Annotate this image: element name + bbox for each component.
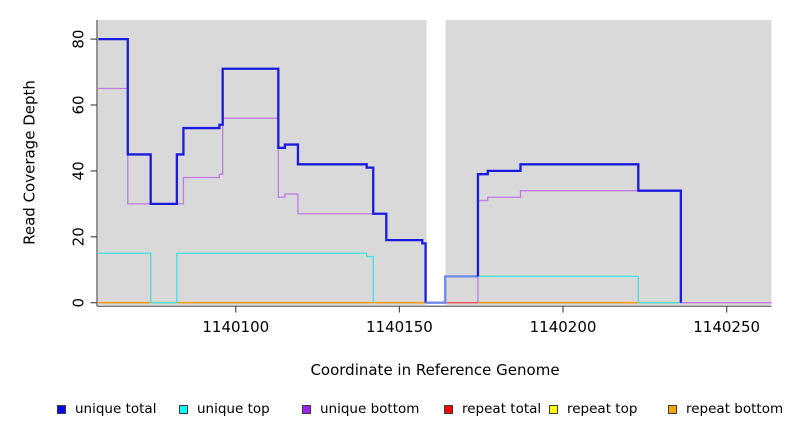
legend-swatch-unique-bottom	[302, 404, 311, 414]
series-line-unique-total	[98, 37, 427, 303]
series-line-unique-top	[445, 275, 681, 304]
legend-item-unique-bottom: unique bottom	[302, 401, 419, 417]
legend-label: repeat bottom	[686, 401, 784, 417]
legend-swatch-repeat-bottom	[668, 404, 677, 414]
series-line-unique-total	[476, 163, 682, 303]
legend-label: unique bottom	[320, 401, 420, 417]
y-tick-label: 40	[70, 161, 88, 180]
series-line-unique-total	[425, 275, 478, 304]
legend-item-repeat-bottom: repeat bottom	[668, 401, 783, 417]
y-tick-label: 0	[70, 298, 88, 308]
legend-item-unique-total: unique total	[57, 401, 156, 417]
coverage-gap-band	[426, 20, 446, 305]
legend-swatch-unique-top	[179, 404, 188, 414]
y-tick-label: 60	[70, 95, 88, 114]
legend-swatch-unique-total	[57, 404, 66, 414]
series-line-unique-top	[98, 252, 374, 304]
y-tick-label: 20	[70, 227, 88, 246]
x-tick-label: 1140250	[693, 318, 760, 336]
legend-item-unique-top: unique top	[179, 401, 270, 417]
legend-item-repeat-total: repeat total	[444, 401, 541, 417]
x-tick-label: 1140150	[366, 318, 433, 336]
x-tick-label: 1140200	[530, 318, 597, 336]
legend: unique total unique top unique bottom repea…	[0, 401, 792, 419]
legend-item-repeat-top: repeat top	[549, 401, 637, 417]
x-tick-label: 1140100	[202, 318, 269, 336]
legend-swatch-repeat-total	[444, 404, 453, 414]
legend-label: unique top	[197, 401, 270, 417]
x-axis-title: Coordinate in Reference Genome	[310, 361, 560, 379]
legend-label: repeat top	[567, 401, 638, 417]
legend-label: repeat total	[462, 401, 542, 417]
legend-swatch-repeat-top	[549, 404, 558, 414]
y-axis-title: Read Coverage Depth	[20, 80, 39, 245]
legend-label: unique total	[75, 401, 157, 417]
y-tick-label: 80	[70, 30, 88, 49]
